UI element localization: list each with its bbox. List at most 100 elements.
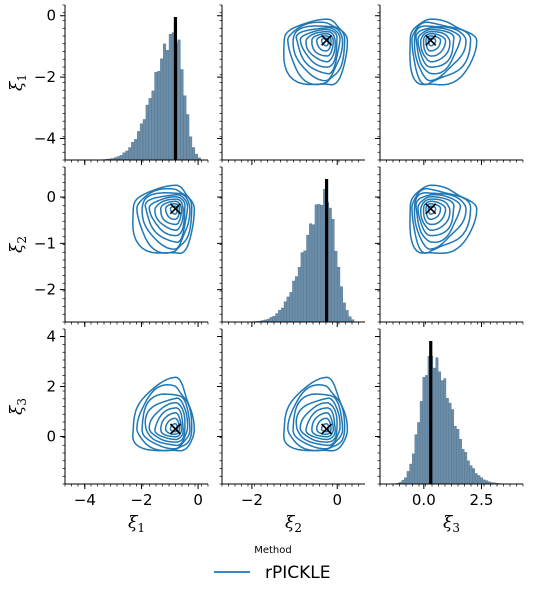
kde-contour — [136, 383, 193, 452]
hist-bar — [183, 95, 187, 161]
hist-bar — [461, 449, 465, 485]
kde-contour — [315, 35, 332, 52]
hist-bar — [142, 119, 146, 161]
hist-bar — [406, 471, 410, 485]
kde-contour — [141, 393, 191, 450]
hist-bar — [485, 480, 489, 485]
hist-bar — [275, 313, 279, 323]
kde-contour — [305, 30, 336, 63]
x-axis-label: ξ3 — [443, 513, 460, 535]
panel-3-3: 0.0 2.5 ξ3 — [375, 328, 524, 535]
y-axis-label-sub: 2 — [15, 236, 29, 244]
x-tick-label: −2 — [130, 491, 152, 509]
hist-bar — [417, 422, 420, 485]
hist-bar — [194, 153, 198, 161]
hist-bar — [131, 142, 135, 161]
hist-bar — [334, 250, 338, 323]
panel-2-2 — [217, 166, 365, 327]
kde-contour — [154, 198, 184, 231]
hist-bar — [404, 477, 407, 485]
hist-bar — [320, 204, 324, 323]
hist-bar — [456, 429, 460, 485]
kde-contour — [413, 25, 467, 82]
hist-bar — [163, 43, 167, 161]
y-axis-label-base: ξ — [7, 80, 27, 91]
kde-contour — [419, 30, 451, 63]
hist-bar — [157, 71, 161, 161]
hist-bar — [448, 402, 452, 485]
hist-bar — [292, 280, 296, 323]
hist-bar — [472, 468, 475, 485]
y-tick-label: 2 — [46, 378, 56, 396]
y-tick-label: −1 — [34, 234, 56, 252]
hist-bar — [411, 453, 415, 485]
hist-bar — [186, 114, 190, 161]
y-tick-label: −2 — [34, 68, 56, 86]
x-tick-label: 0.0 — [412, 491, 436, 509]
true-value-marker — [169, 423, 182, 435]
hist-bar — [409, 463, 413, 485]
kde-contour — [409, 18, 478, 86]
hist-bar — [134, 139, 138, 161]
hist-bar — [306, 234, 310, 323]
hist-bar — [160, 58, 164, 161]
panel-1-2 — [217, 4, 365, 165]
hist-bar — [482, 479, 486, 485]
hist-bar — [440, 380, 444, 485]
true-value-marker — [169, 203, 182, 215]
kde-contour — [154, 407, 184, 441]
hist-bar — [328, 207, 332, 323]
y-tick-label: −4 — [34, 130, 56, 148]
hist-bar — [464, 452, 468, 485]
kde-contour — [287, 21, 346, 86]
kde-contour — [148, 196, 186, 237]
hist-bar — [432, 367, 436, 485]
hist-bar — [125, 150, 129, 161]
kde-contour — [283, 376, 349, 452]
y-axis-label-sub: 3 — [15, 398, 29, 406]
hist-bar — [286, 296, 290, 323]
panel-2-3 — [375, 166, 524, 327]
kde-contour — [287, 383, 346, 452]
kde-contour — [292, 393, 344, 450]
hist-bar — [122, 152, 126, 161]
x-axis-label-sub: 1 — [137, 521, 145, 535]
hist-bar — [297, 267, 301, 323]
x-tick-label: −2 — [241, 491, 263, 509]
kde-contour — [422, 200, 447, 226]
kde-contour — [144, 193, 189, 244]
hist-bar — [480, 477, 483, 485]
kde-contour — [415, 26, 462, 75]
hist-bar — [148, 98, 152, 161]
x-axis-label-sub: 2 — [294, 521, 302, 535]
kde-contour — [283, 18, 349, 86]
y-axis-label-base: ξ — [7, 404, 27, 415]
hist-bar — [342, 302, 346, 323]
hist-bar — [289, 292, 293, 323]
x-axis-label: ξ2 — [285, 513, 302, 535]
hist-bar — [151, 90, 155, 161]
y-axis-label: ξ2 — [7, 236, 29, 253]
hist-bar — [180, 69, 184, 161]
hist-bar — [345, 310, 349, 323]
true-value-marker — [425, 34, 437, 46]
y-tick-label: 0 — [46, 7, 56, 25]
hist-bar — [401, 480, 405, 485]
hist-bar — [300, 252, 304, 323]
hist-bar — [451, 409, 455, 485]
kde-contour — [295, 26, 341, 75]
kde-contour — [417, 196, 455, 237]
hist-bar — [453, 425, 457, 485]
kde-contour — [413, 192, 467, 250]
y-tick-label: 0 — [46, 428, 56, 446]
hist-bar — [165, 49, 169, 161]
hist-bar — [295, 276, 298, 323]
panel-3-2: −2 0 ξ2 — [217, 328, 365, 535]
kde-contour — [148, 401, 186, 443]
hist-bar — [139, 123, 143, 161]
kde-contour — [411, 187, 472, 254]
kde-contour — [292, 25, 344, 82]
kde-contour — [415, 193, 462, 244]
hist-bar — [469, 465, 473, 485]
